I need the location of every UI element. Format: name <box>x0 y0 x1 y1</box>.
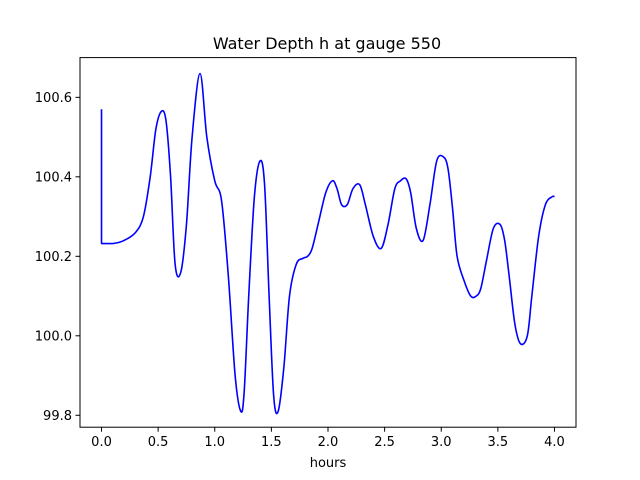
x-axis-label: hours <box>310 456 347 471</box>
x-tick-label: 2.0 <box>318 435 339 450</box>
y-tick-label: 99.8 <box>43 409 72 424</box>
x-tick-label: 2.5 <box>374 435 395 450</box>
y-tick-label: 100.0 <box>35 329 72 344</box>
series-line-0 <box>100 72 555 415</box>
x-tick-label: 4.0 <box>544 435 565 450</box>
y-tick-label: 100.6 <box>35 91 72 106</box>
x-tick-label: 1.0 <box>204 435 225 450</box>
x-tick-label: 0.5 <box>148 435 169 450</box>
x-tick-label: 3.0 <box>431 435 452 450</box>
x-tick-label: 0.0 <box>91 435 112 450</box>
plot-area <box>100 72 555 415</box>
x-tick-label: 1.5 <box>261 435 282 450</box>
y-tick-label: 100.2 <box>35 250 72 265</box>
y-axis: 99.8 100.0 100.2 100.4 100.6 <box>35 91 80 424</box>
y-tick-label: 100.4 <box>35 170 72 185</box>
x-tick-label: 3.5 <box>488 435 509 450</box>
chart-title: Water Depth h at gauge 550 <box>213 34 441 53</box>
x-axis: 0.0 0.5 1.0 1.5 2.0 2.5 3.0 3.5 4.0 <box>91 427 565 450</box>
